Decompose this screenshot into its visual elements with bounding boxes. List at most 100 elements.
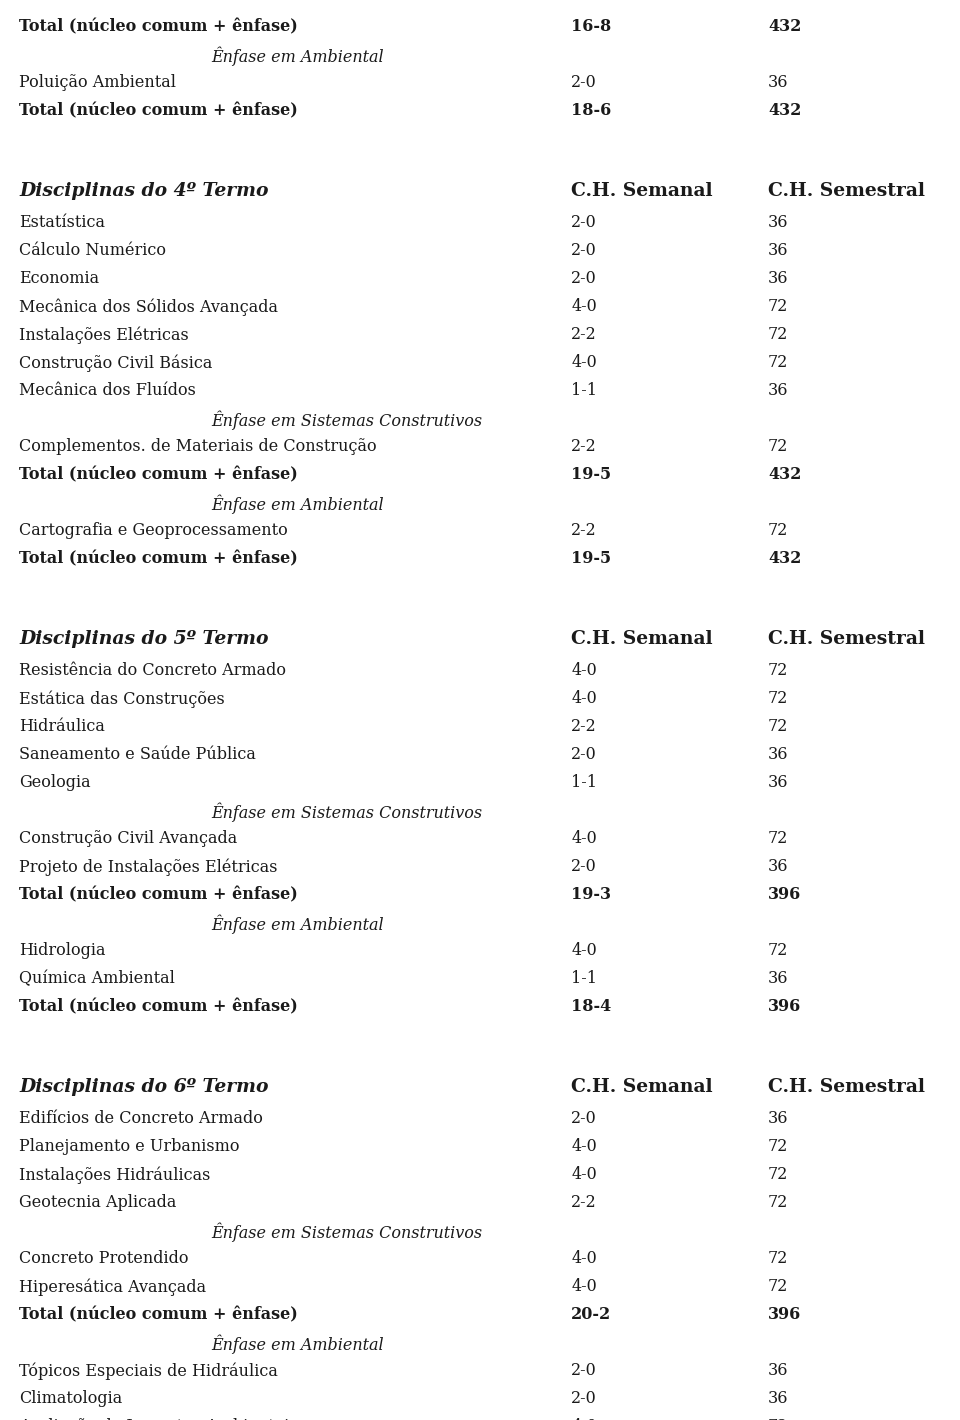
Text: 36: 36 bbox=[768, 1390, 788, 1407]
Text: Ênfase em Ambiental: Ênfase em Ambiental bbox=[211, 494, 384, 514]
Text: Química Ambiental: Química Ambiental bbox=[19, 970, 175, 987]
Text: 2-0: 2-0 bbox=[571, 746, 597, 763]
Text: Instalações Elétricas: Instalações Elétricas bbox=[19, 327, 189, 344]
Text: Resistência do Concreto Armado: Resistência do Concreto Armado bbox=[19, 662, 286, 679]
Text: 2-0: 2-0 bbox=[571, 241, 597, 258]
Text: Edifícios de Concreto Armado: Edifícios de Concreto Armado bbox=[19, 1110, 263, 1127]
Text: 432: 432 bbox=[768, 550, 802, 567]
Text: Estática das Construções: Estática das Construções bbox=[19, 690, 225, 707]
Text: 36: 36 bbox=[768, 1362, 788, 1379]
Text: 72: 72 bbox=[768, 354, 788, 371]
Text: C.H. Semestral: C.H. Semestral bbox=[768, 182, 925, 200]
Text: 4-0: 4-0 bbox=[571, 1166, 597, 1183]
Text: Ênfase em Ambiental: Ênfase em Ambiental bbox=[211, 1333, 384, 1353]
Text: 2-2: 2-2 bbox=[571, 719, 597, 736]
Text: Cálculo Numérico: Cálculo Numérico bbox=[19, 241, 166, 258]
Text: Disciplinas do 4º Termo: Disciplinas do 4º Termo bbox=[19, 182, 269, 200]
Text: 2-2: 2-2 bbox=[571, 327, 597, 344]
Text: 72: 72 bbox=[768, 298, 788, 315]
Text: 72: 72 bbox=[768, 1250, 788, 1267]
Text: 72: 72 bbox=[768, 1419, 788, 1420]
Text: 72: 72 bbox=[768, 941, 788, 958]
Text: Geologia: Geologia bbox=[19, 774, 91, 791]
Text: Total (núcleo comum + ênfase): Total (núcleo comum + ênfase) bbox=[19, 886, 298, 903]
Text: 2-0: 2-0 bbox=[571, 214, 597, 231]
Text: 36: 36 bbox=[768, 1110, 788, 1127]
Text: 2-2: 2-2 bbox=[571, 437, 597, 454]
Text: Total (núcleo comum + ênfase): Total (núcleo comum + ênfase) bbox=[19, 550, 298, 567]
Text: Ênfase em Sistemas Construtivos: Ênfase em Sistemas Construtivos bbox=[211, 1223, 482, 1241]
Text: 72: 72 bbox=[768, 437, 788, 454]
Text: Estatística: Estatística bbox=[19, 214, 106, 231]
Text: Hidráulica: Hidráulica bbox=[19, 719, 105, 736]
Text: 4-0: 4-0 bbox=[571, 354, 597, 371]
Text: Total (núcleo comum + ênfase): Total (núcleo comum + ênfase) bbox=[19, 466, 298, 483]
Text: 4-0: 4-0 bbox=[571, 941, 597, 958]
Text: Poluição Ambiental: Poluição Ambiental bbox=[19, 74, 177, 91]
Text: Concreto Protendido: Concreto Protendido bbox=[19, 1250, 189, 1267]
Text: 18-6: 18-6 bbox=[571, 102, 612, 119]
Text: Total (núcleo comum + ênfase): Total (núcleo comum + ênfase) bbox=[19, 18, 298, 36]
Text: 18-4: 18-4 bbox=[571, 998, 612, 1015]
Text: 4-0: 4-0 bbox=[571, 831, 597, 846]
Text: Ênfase em Ambiental: Ênfase em Ambiental bbox=[211, 45, 384, 65]
Text: 4-0: 4-0 bbox=[571, 1250, 597, 1267]
Text: C.H. Semanal: C.H. Semanal bbox=[571, 182, 713, 200]
Text: Tópicos Especiais de Hidráulica: Tópicos Especiais de Hidráulica bbox=[19, 1362, 278, 1379]
Text: 19-5: 19-5 bbox=[571, 466, 612, 483]
Text: 4-0: 4-0 bbox=[571, 1419, 597, 1420]
Text: 432: 432 bbox=[768, 18, 802, 36]
Text: 2-0: 2-0 bbox=[571, 1390, 597, 1407]
Text: 36: 36 bbox=[768, 74, 788, 91]
Text: 36: 36 bbox=[768, 774, 788, 791]
Text: Avaliação de Impactos Ambientais: Avaliação de Impactos Ambientais bbox=[19, 1419, 298, 1420]
Text: 1-1: 1-1 bbox=[571, 382, 597, 399]
Text: Hidrologia: Hidrologia bbox=[19, 941, 106, 958]
Text: Climatologia: Climatologia bbox=[19, 1390, 123, 1407]
Text: Mecânica dos Sólidos Avançada: Mecânica dos Sólidos Avançada bbox=[19, 298, 278, 315]
Text: Ênfase em Sistemas Construtivos: Ênfase em Sistemas Construtivos bbox=[211, 802, 482, 822]
Text: 396: 396 bbox=[768, 998, 802, 1015]
Text: 1-1: 1-1 bbox=[571, 774, 597, 791]
Text: 2-2: 2-2 bbox=[571, 523, 597, 540]
Text: C.H. Semanal: C.H. Semanal bbox=[571, 630, 713, 648]
Text: 72: 72 bbox=[768, 690, 788, 707]
Text: Construção Civil Avançada: Construção Civil Avançada bbox=[19, 831, 237, 846]
Text: 2-2: 2-2 bbox=[571, 1194, 597, 1211]
Text: 19-3: 19-3 bbox=[571, 886, 612, 903]
Text: Ênfase em Ambiental: Ênfase em Ambiental bbox=[211, 914, 384, 933]
Text: 36: 36 bbox=[768, 214, 788, 231]
Text: C.H. Semestral: C.H. Semestral bbox=[768, 1078, 925, 1096]
Text: 2-0: 2-0 bbox=[571, 74, 597, 91]
Text: 72: 72 bbox=[768, 523, 788, 540]
Text: 2-0: 2-0 bbox=[571, 270, 597, 287]
Text: 396: 396 bbox=[768, 1306, 802, 1323]
Text: Cartografia e Geoprocessamento: Cartografia e Geoprocessamento bbox=[19, 523, 288, 540]
Text: Planejamento e Urbanismo: Planejamento e Urbanismo bbox=[19, 1137, 240, 1154]
Text: Total (núcleo comum + ênfase): Total (núcleo comum + ênfase) bbox=[19, 102, 298, 119]
Text: 72: 72 bbox=[768, 1278, 788, 1295]
Text: 2-0: 2-0 bbox=[571, 1362, 597, 1379]
Text: 16-8: 16-8 bbox=[571, 18, 612, 36]
Text: Hiperesática Avançada: Hiperesática Avançada bbox=[19, 1278, 206, 1295]
Text: 36: 36 bbox=[768, 241, 788, 258]
Text: Total (núcleo comum + ênfase): Total (núcleo comum + ênfase) bbox=[19, 998, 298, 1015]
Text: Disciplinas do 6º Termo: Disciplinas do 6º Termo bbox=[19, 1078, 269, 1096]
Text: 4-0: 4-0 bbox=[571, 298, 597, 315]
Text: 72: 72 bbox=[768, 327, 788, 344]
Text: C.H. Semanal: C.H. Semanal bbox=[571, 1078, 713, 1096]
Text: Instalações Hidráulicas: Instalações Hidráulicas bbox=[19, 1166, 210, 1183]
Text: 72: 72 bbox=[768, 1194, 788, 1211]
Text: Ênfase em Sistemas Construtivos: Ênfase em Sistemas Construtivos bbox=[211, 410, 482, 429]
Text: Mecânica dos Fluídos: Mecânica dos Fluídos bbox=[19, 382, 196, 399]
Text: 72: 72 bbox=[768, 662, 788, 679]
Text: 4-0: 4-0 bbox=[571, 1278, 597, 1295]
Text: 4-0: 4-0 bbox=[571, 690, 597, 707]
Text: 36: 36 bbox=[768, 746, 788, 763]
Text: C.H. Semestral: C.H. Semestral bbox=[768, 630, 925, 648]
Text: Projeto de Instalações Elétricas: Projeto de Instalações Elétricas bbox=[19, 858, 277, 876]
Text: Construção Civil Básica: Construção Civil Básica bbox=[19, 354, 212, 372]
Text: 4-0: 4-0 bbox=[571, 662, 597, 679]
Text: 72: 72 bbox=[768, 831, 788, 846]
Text: 20-2: 20-2 bbox=[571, 1306, 612, 1323]
